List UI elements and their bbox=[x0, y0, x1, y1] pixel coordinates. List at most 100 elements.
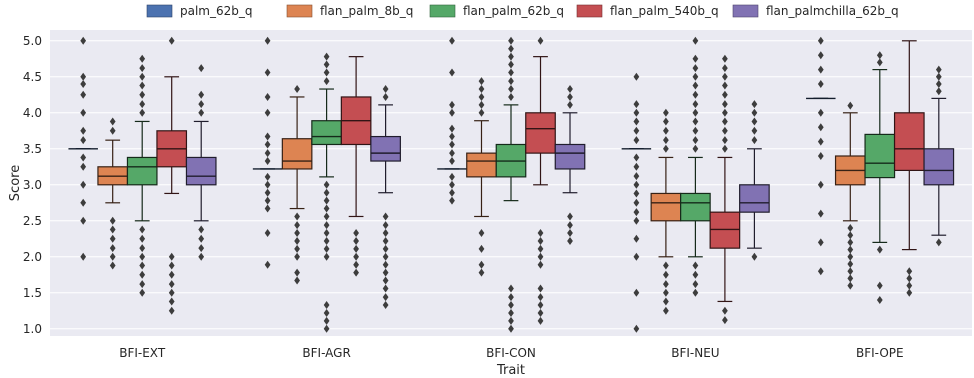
outlier-point bbox=[294, 244, 300, 253]
legend-swatch bbox=[429, 4, 456, 18]
box-body bbox=[126, 156, 158, 186]
outlier-point bbox=[633, 108, 640, 117]
outlier-point bbox=[537, 293, 544, 302]
outlier-point bbox=[478, 92, 485, 101]
outlier-point bbox=[449, 36, 455, 45]
outlier-point bbox=[537, 236, 544, 245]
outlier-point bbox=[109, 234, 116, 243]
outlier-point bbox=[906, 274, 913, 283]
outlier-point bbox=[139, 234, 146, 243]
outlier-point bbox=[663, 297, 669, 306]
outlier-point bbox=[633, 136, 640, 145]
outlier-point bbox=[353, 236, 359, 245]
outlier-point bbox=[139, 244, 146, 253]
outlier-point bbox=[323, 180, 330, 189]
outlier-point bbox=[109, 216, 116, 225]
legend-swatch bbox=[576, 4, 603, 18]
box-flan_palmchilla_62b_q-BFI-EXT bbox=[185, 64, 217, 261]
outlier-point bbox=[567, 100, 573, 109]
outlier-point bbox=[751, 117, 758, 126]
outlier-point bbox=[294, 221, 300, 230]
outlier-point bbox=[323, 236, 330, 245]
outlier-point bbox=[323, 221, 330, 230]
box-flan_palm_62b_q-BFI-EXT bbox=[126, 54, 158, 297]
x-tick-label: BFI-EXT bbox=[119, 346, 166, 360]
outlier-point bbox=[264, 260, 271, 269]
outlier-point bbox=[109, 252, 116, 261]
outlier-point bbox=[294, 268, 300, 277]
box-palm_62b_q-BFI-OPE bbox=[806, 36, 836, 276]
outlier-point bbox=[876, 51, 883, 60]
outlier-point bbox=[817, 238, 824, 247]
outlier-point bbox=[692, 136, 699, 145]
outlier-point bbox=[294, 229, 300, 238]
outlier-point bbox=[537, 284, 544, 293]
outlier-point bbox=[508, 36, 514, 45]
y-tick-label: 2.5 bbox=[23, 214, 42, 228]
outlier-point bbox=[139, 280, 146, 289]
outlier-point bbox=[323, 52, 330, 61]
y-tick-label: 4.5 bbox=[23, 70, 42, 84]
outlier-point bbox=[80, 153, 87, 162]
y-tick-label: 1.5 bbox=[23, 286, 42, 300]
outlier-point bbox=[935, 65, 942, 74]
outlier-point bbox=[692, 90, 699, 99]
outlier-point bbox=[663, 306, 669, 315]
outlier-point bbox=[264, 132, 271, 141]
outlier-point bbox=[633, 180, 640, 189]
outlier-point bbox=[382, 268, 389, 277]
outlier-point bbox=[168, 306, 175, 315]
outlier-point bbox=[139, 81, 146, 90]
outlier-point bbox=[692, 270, 699, 279]
outlier-point bbox=[323, 196, 330, 205]
outlier-point bbox=[692, 280, 699, 289]
box-flan_palmchilla_62b_q-BFI-NEU bbox=[739, 100, 770, 261]
outlier-point bbox=[692, 72, 699, 81]
outlier-point bbox=[168, 288, 175, 297]
outlier-point bbox=[817, 209, 824, 218]
y-axis-ticks: 1.0 1.5 2.0 2.5 3.0 3.5 4.0 4.5 5.0 bbox=[23, 34, 42, 336]
box-body bbox=[281, 138, 313, 170]
box-flan_palm_540b_q-BFI-EXT bbox=[156, 36, 188, 315]
box-body bbox=[554, 143, 586, 170]
outlier-point bbox=[508, 284, 514, 293]
outlier-point bbox=[692, 261, 699, 270]
outlier-point bbox=[264, 204, 271, 213]
outlier-point bbox=[198, 234, 205, 243]
outlier-point bbox=[80, 108, 87, 117]
outlier-point bbox=[139, 64, 146, 73]
outlier-point bbox=[876, 245, 883, 254]
outlier-point bbox=[537, 316, 544, 325]
outlier-point bbox=[353, 260, 359, 269]
outlier-point bbox=[139, 108, 146, 117]
outlier-point bbox=[722, 117, 728, 126]
outlier-point bbox=[817, 65, 824, 74]
outlier-point bbox=[382, 221, 389, 230]
outlier-point bbox=[692, 117, 699, 126]
outlier-point bbox=[817, 108, 824, 117]
outlier-point bbox=[139, 288, 146, 297]
outlier-point bbox=[751, 126, 758, 135]
outlier-point bbox=[449, 124, 455, 133]
outlier-point bbox=[508, 85, 514, 94]
outlier-point bbox=[353, 268, 359, 277]
outlier-point bbox=[478, 229, 485, 238]
outlier-point bbox=[722, 54, 728, 63]
outlier-point bbox=[264, 172, 271, 181]
outlier-point bbox=[80, 216, 87, 225]
outlier-point bbox=[353, 244, 359, 253]
outlier-point bbox=[817, 267, 824, 276]
outlier-point bbox=[537, 301, 544, 310]
outlier-point bbox=[722, 306, 728, 315]
outlier-point bbox=[382, 260, 389, 269]
outlier-point bbox=[478, 268, 485, 277]
outlier-point bbox=[508, 301, 514, 310]
legend-label: flan_palm_8b_q bbox=[320, 4, 413, 18]
outlier-point bbox=[876, 58, 883, 67]
outlier-point bbox=[139, 252, 146, 261]
outlier-point bbox=[80, 36, 87, 45]
outlier-point bbox=[633, 72, 640, 81]
y-axis-label: Score bbox=[8, 165, 23, 201]
y-tick-label: 2.0 bbox=[23, 250, 42, 264]
